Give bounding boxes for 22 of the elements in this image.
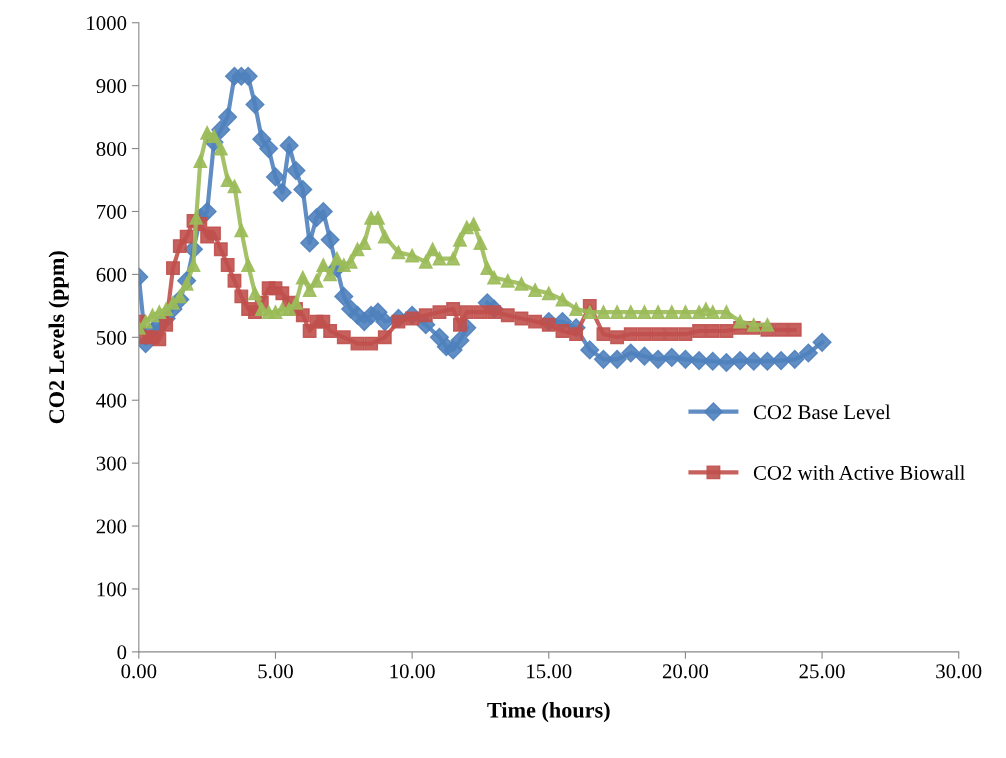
legend-label: CO2 with Active Biowall — [753, 465, 965, 480]
legend-label: CO2 Base Level — [753, 404, 891, 420]
y-tick-label: 400 — [96, 393, 127, 408]
y-tick-label: 900 — [96, 79, 127, 94]
y-tick-label: 1000 — [87, 16, 127, 31]
x-tick-label: 20.00 — [662, 664, 709, 679]
y-tick-label: 300 — [96, 456, 127, 471]
y-tick-label: 100 — [97, 582, 127, 597]
y-tick-label: 800 — [96, 141, 127, 156]
x-axis-title: Time (hours) — [487, 702, 610, 723]
y-tick-label: 700 — [97, 204, 127, 219]
y-axis-title: CO2 Levels (ppm) — [48, 251, 69, 424]
x-tick-label: 0.00 — [121, 664, 157, 679]
x-tick-label: 30.00 — [936, 664, 982, 679]
x-tick-label: 15.00 — [527, 664, 572, 679]
y-tick-label: 500 — [96, 330, 127, 345]
x-tick-label: 25.00 — [799, 664, 845, 679]
y-tick-label: 600 — [96, 267, 127, 282]
x-tick-label: 10.00 — [390, 664, 435, 679]
x-tick-label: 5.00 — [258, 664, 293, 679]
y-tick-label: 0 — [117, 645, 127, 660]
y-tick-label: 200 — [96, 519, 127, 534]
